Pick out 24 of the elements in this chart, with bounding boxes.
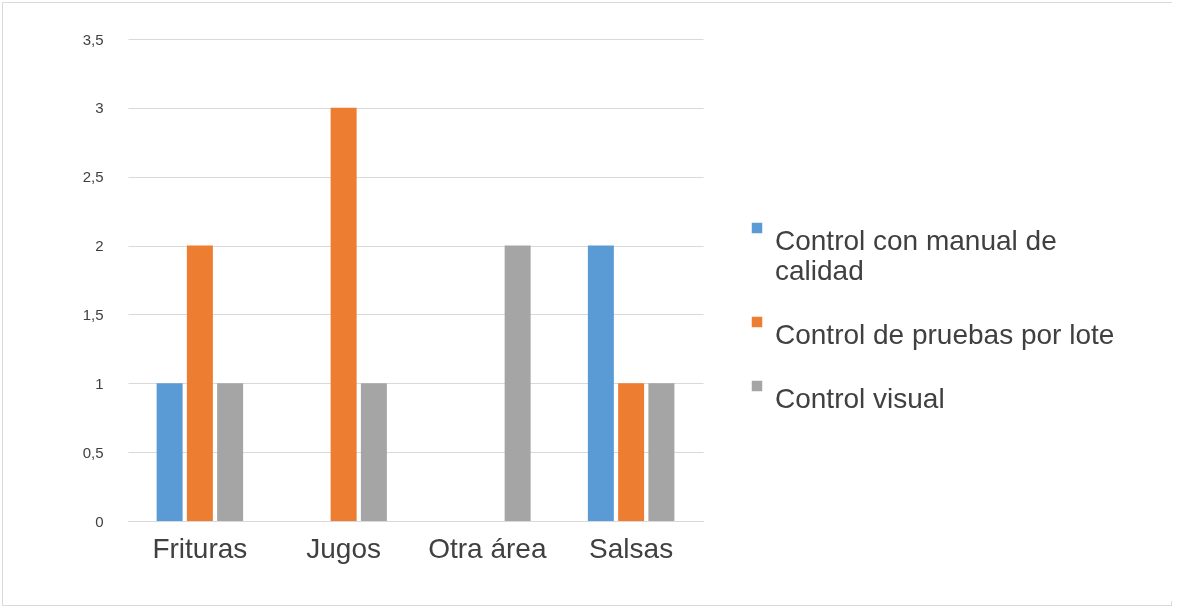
y-tick-label: 2,5 [82,168,104,186]
bar [648,383,675,521]
x-tick-label: Jugos [306,532,381,564]
x-tick-label: Salsas [589,532,674,564]
y-tick-label: 3,5 [82,30,104,48]
x-tick-label: Otra área [428,532,547,564]
x-tick-label: Frituras [152,532,248,564]
bar [217,383,244,521]
y-tick-label: 1 [95,374,104,392]
y-tick-label: 0,5 [82,443,104,461]
bar [186,245,213,521]
bar [360,383,387,521]
legend-label: Control con manual de calidad [775,225,1057,286]
legend-label: Control de pruebas por lote [775,319,1115,350]
y-tick-label: 1,5 [82,305,104,323]
bar [587,245,614,521]
bar [618,383,645,521]
legend-label: Control visual [775,383,945,414]
bar [330,107,357,521]
bar [156,383,183,521]
y-tick-label: 0 [95,512,104,530]
y-tick-label: 2 [95,237,104,255]
bar [504,245,531,521]
y-tick-label: 3 [95,99,104,117]
